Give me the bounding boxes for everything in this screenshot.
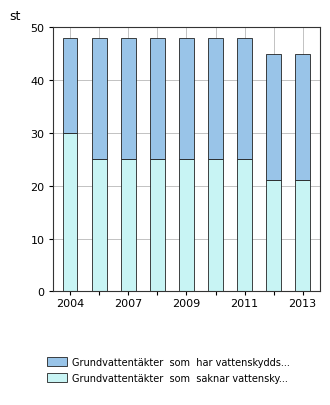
Bar xyxy=(179,39,194,160)
Bar xyxy=(208,39,223,160)
Bar xyxy=(63,39,78,134)
Y-axis label: st: st xyxy=(10,10,21,23)
Bar xyxy=(92,39,107,160)
Bar xyxy=(295,181,310,292)
Legend: Grundvattentäkter  som  har vattenskydds..., Grundvattentäkter  som  saknar vatt: Grundvattentäkter som har vattenskydds..… xyxy=(44,354,292,386)
Bar xyxy=(266,181,281,292)
Bar xyxy=(237,160,252,292)
Bar xyxy=(121,160,136,292)
Bar xyxy=(179,160,194,292)
Bar xyxy=(150,160,165,292)
Bar xyxy=(208,160,223,292)
Bar xyxy=(266,55,281,181)
Bar xyxy=(295,55,310,181)
Bar xyxy=(237,39,252,160)
Bar xyxy=(150,39,165,160)
Bar xyxy=(121,39,136,160)
Bar xyxy=(92,160,107,292)
Bar xyxy=(63,134,78,292)
